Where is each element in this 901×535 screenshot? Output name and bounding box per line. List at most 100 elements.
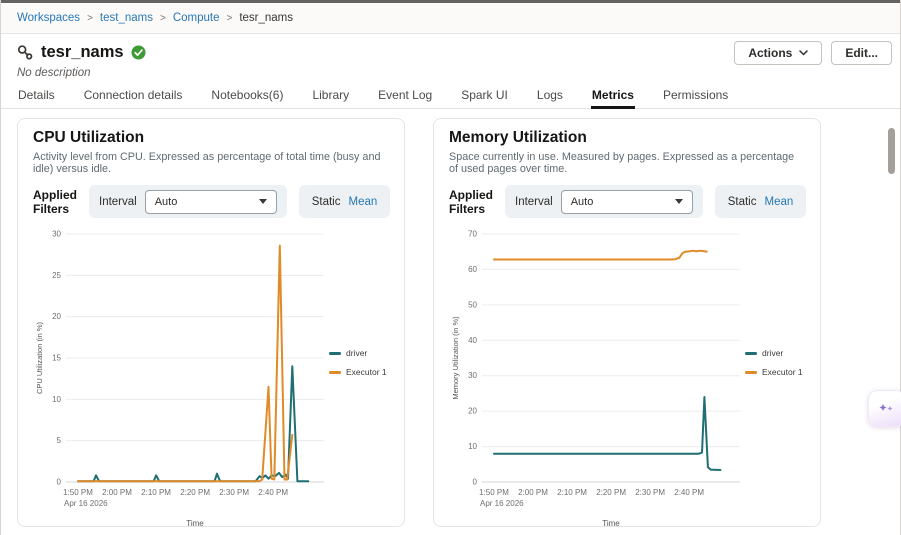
interval-label: Interval [99, 196, 137, 208]
chart-legend: driver Executor 1 [329, 348, 387, 527]
svg-text:10: 10 [52, 395, 61, 404]
svg-text:CPU Utilization (in %): CPU Utilization (in %) [35, 321, 44, 394]
legend-label: Executor 1 [762, 367, 803, 377]
interval-filter-chip: Interval Auto [89, 185, 287, 218]
svg-text:2:00 PM: 2:00 PM [102, 488, 132, 497]
svg-text:70: 70 [468, 230, 477, 239]
legend-label: driver [346, 348, 367, 358]
svg-text:Apr 16 2026: Apr 16 2026 [480, 499, 524, 508]
svg-text:2:30 PM: 2:30 PM [635, 488, 665, 497]
applied-filters-label: Applied Filters [449, 188, 493, 216]
status-check-icon [131, 45, 146, 60]
legend-item-executor-1[interactable]: Executor 1 [329, 367, 387, 377]
chart-description: Space currently in use. Measured by page… [449, 151, 805, 175]
tab-event-log[interactable]: Event Log [377, 88, 433, 108]
tab-details[interactable]: Details [17, 88, 56, 108]
svg-text:20: 20 [468, 407, 477, 416]
chevron-down-icon [799, 50, 808, 56]
svg-text:2:20 PM: 2:20 PM [596, 488, 626, 497]
tab-logs[interactable]: Logs [536, 88, 564, 108]
tab-permissions[interactable]: Permissions [662, 88, 729, 108]
interval-select[interactable]: Auto [145, 190, 277, 214]
assistant-button[interactable] [868, 390, 901, 427]
svg-text:30: 30 [468, 371, 477, 380]
svg-text:1:50 PM: 1:50 PM [63, 488, 93, 497]
svg-text:2:10 PM: 2:10 PM [557, 488, 587, 497]
actions-button[interactable]: Actions [734, 41, 822, 65]
breadcrumb: Workspaces > test_nams > Compute > tesr_nams [1, 3, 900, 34]
vertical-scrollbar-thumb[interactable] [888, 128, 895, 174]
tab-spark-ui[interactable]: Spark UI [460, 88, 509, 108]
svg-text:2:10 PM: 2:10 PM [141, 488, 171, 497]
static-mean-link[interactable]: Mean [348, 196, 377, 208]
compute-icon [17, 44, 34, 61]
breadcrumb-item-compute[interactable]: Compute [173, 12, 220, 24]
legend-item-driver[interactable]: driver [329, 348, 387, 358]
legend-label: driver [762, 348, 783, 358]
svg-text:Memory Utilization (in %): Memory Utilization (in %) [451, 316, 460, 400]
legend-item-driver[interactable]: driver [745, 348, 803, 358]
legend-item-executor-1[interactable]: Executor 1 [745, 367, 803, 377]
static-label: Static [728, 196, 757, 208]
cpu-utilization-chart[interactable]: 0 5 10 15 20 25 30 1:50 PM 2:00 PM 2:10 PM 2:20 PM… [33, 222, 329, 527]
legend-label: Executor 1 [346, 367, 387, 377]
svg-text:25: 25 [52, 271, 61, 280]
svg-text:10: 10 [468, 442, 477, 451]
sparkles-icon [879, 403, 894, 414]
static-label: Static [312, 196, 341, 208]
legend-color-dash [745, 371, 757, 374]
compute-metrics-page: Workspaces > test_nams > Compute > tesr_nams t… [0, 0, 901, 535]
svg-text:2:40 PM: 2:40 PM [674, 488, 704, 497]
select-caret-icon [259, 199, 267, 204]
svg-text:Time: Time [186, 519, 204, 527]
svg-text:20: 20 [52, 312, 61, 321]
page-title: tesr_nams [41, 43, 124, 62]
svg-text:2:00 PM: 2:00 PM [518, 488, 548, 497]
static-filter-chip: Static Mean [299, 185, 391, 218]
breadcrumb-separator: > [226, 13, 232, 24]
legend-color-dash [329, 352, 341, 355]
chart-title: CPU Utilization [33, 129, 389, 147]
memory-utilization-chart[interactable]: 0 10 20 30 40 50 60 70 1:50 PM 2:00 PM 2:10 PM 2:20… [449, 222, 745, 527]
svg-text:2:20 PM: 2:20 PM [180, 488, 210, 497]
chart-legend: driver Executor 1 [745, 348, 803, 527]
description-text: No description [17, 67, 884, 79]
legend-color-dash [745, 352, 757, 355]
svg-text:Apr 16 2026: Apr 16 2026 [64, 499, 108, 508]
svg-text:30: 30 [52, 230, 61, 239]
svg-text:60: 60 [468, 265, 477, 274]
legend-color-dash [329, 371, 341, 374]
svg-text:50: 50 [468, 300, 477, 309]
select-caret-icon [675, 199, 683, 204]
tab-library[interactable]: Library [311, 88, 350, 108]
static-filter-chip: Static Mean [715, 185, 807, 218]
interval-select[interactable]: Auto [561, 190, 693, 214]
interval-label: Interval [515, 196, 553, 208]
tab-connection-details[interactable]: Connection details [83, 88, 184, 108]
memory-utilization-card: Memory Utilization Space currently in us… [433, 118, 821, 527]
svg-text:1:50 PM: 1:50 PM [479, 488, 509, 497]
tab-bar: Details Connection details Notebooks(6) Lib… [1, 86, 900, 109]
svg-text:0: 0 [57, 478, 62, 487]
tab-notebooks-6-[interactable]: Notebooks(6) [210, 88, 284, 108]
breadcrumb-item-test-nams[interactable]: test_nams [100, 12, 153, 24]
breadcrumb-item-workspaces[interactable]: Workspaces [17, 12, 80, 24]
svg-text:15: 15 [52, 354, 61, 363]
breadcrumb-item-tesr-nams: tesr_nams [239, 12, 293, 24]
static-mean-link[interactable]: Mean [764, 196, 793, 208]
breadcrumb-separator: > [160, 13, 166, 24]
svg-text:Time: Time [602, 519, 620, 527]
edit-button[interactable]: Edit... [831, 41, 892, 65]
chart-description: Activity level from CPU. Expressed as pe… [33, 151, 389, 175]
svg-text:2:30 PM: 2:30 PM [219, 488, 249, 497]
svg-text:2:40 PM: 2:40 PM [258, 488, 288, 497]
svg-text:40: 40 [468, 336, 477, 345]
metrics-panel: CPU Utilization Activity level from CPU.… [1, 109, 900, 535]
svg-text:0: 0 [473, 478, 478, 487]
page-header: tesr_nams No description Actions Edit... [1, 34, 900, 86]
breadcrumb-separator: > [87, 13, 93, 24]
applied-filters-label: Applied Filters [33, 188, 77, 216]
svg-text:5: 5 [57, 436, 62, 445]
tab-metrics[interactable]: Metrics [591, 88, 635, 109]
chart-title: Memory Utilization [449, 129, 805, 147]
